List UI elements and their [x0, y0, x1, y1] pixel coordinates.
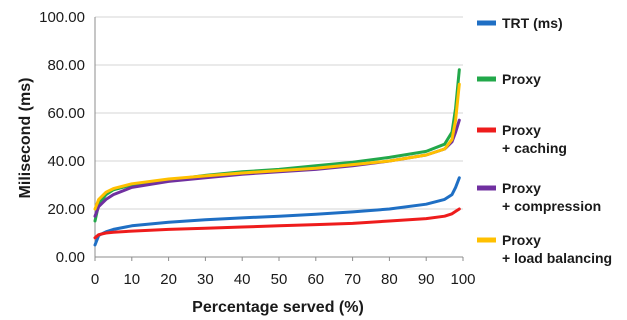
y-axis-title: Milisecond (ms): [17, 78, 34, 199]
x-tick-label: 40: [234, 271, 251, 288]
x-tick-label: 20: [160, 271, 177, 288]
y-tick-label: 20.00: [47, 201, 85, 218]
x-tick-label: 60: [307, 271, 324, 288]
y-tick-label: 40.00: [47, 153, 85, 170]
y-tick-label: 80.00: [47, 57, 85, 74]
series-line-5: [93, 82, 461, 211]
legend-label: + compression: [502, 198, 601, 214]
x-tick-label: 30: [197, 271, 214, 288]
x-tick-label: 90: [418, 271, 435, 288]
y-tick-label: 0.00: [56, 249, 85, 266]
legend-label: Proxy: [502, 232, 541, 248]
legend-label: + caching: [502, 140, 567, 156]
legend-label: TRT (ms): [502, 15, 563, 31]
x-tick-label: 80: [381, 271, 398, 288]
y-tick-label: 100.00: [39, 9, 85, 26]
x-tick-label: 100: [450, 271, 475, 288]
legend-label: Proxy: [502, 71, 541, 87]
x-tick-label: 10: [123, 271, 140, 288]
legend-label: Proxy: [502, 180, 541, 196]
tick-labels: 0.00 20.00 40.00 60.00 80.00 100.00 0 10 20 30 40 5…: [39, 9, 475, 288]
y-tick-label: 60.00: [47, 105, 85, 122]
series-line-1: [93, 176, 461, 247]
legend: TRT (ms) Proxy Proxy + caching Proxy + compre…: [477, 15, 612, 266]
legend-label: Proxy: [502, 122, 541, 138]
series-line-3: [93, 207, 461, 240]
series-lines: [93, 68, 461, 247]
legend-label: + load balancing: [502, 250, 612, 266]
x-tick-label: 0: [91, 271, 99, 288]
gridlines: [95, 16, 463, 210]
x-tick-label: 70: [344, 271, 361, 288]
x-tick-label: 50: [271, 271, 288, 288]
x-axis-title: Percentage served (%): [192, 299, 364, 316]
series-line-2: [93, 68, 461, 223]
